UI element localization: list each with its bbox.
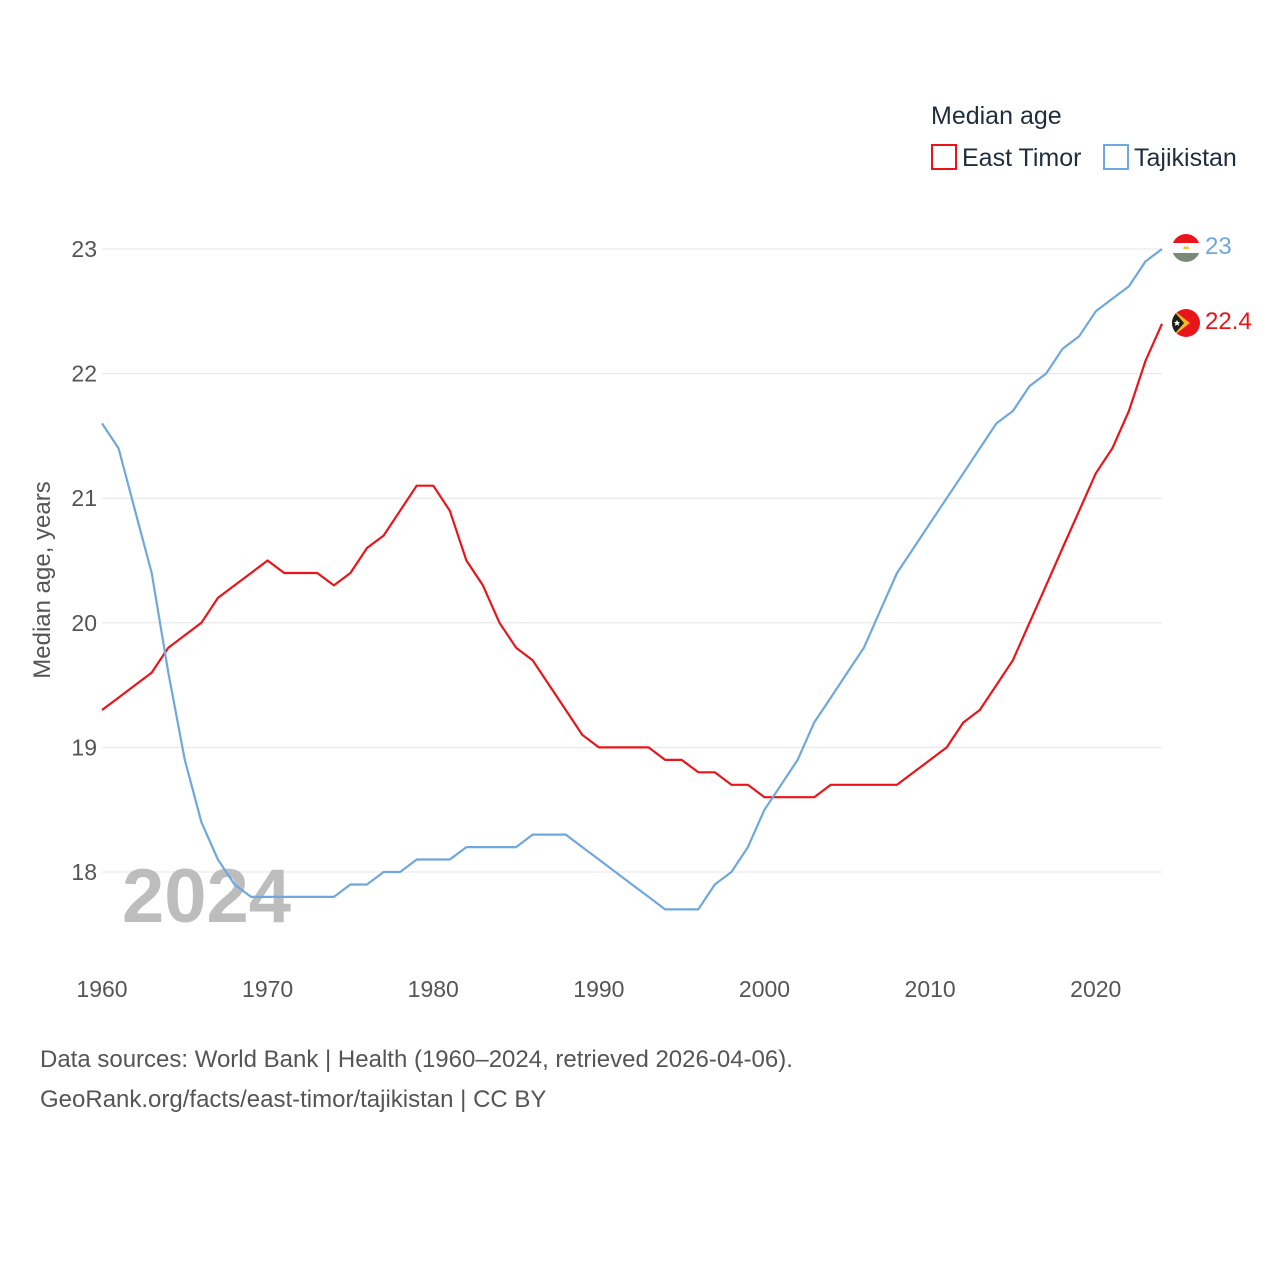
series-line-tajikistan[interactable] (101, 248, 1163, 911)
y-tick-label: 19 (71, 734, 97, 760)
x-tick-label: 1990 (573, 976, 624, 1002)
x-axis-ticks: 1960 1970 1980 1990 2000 2010 2020 (76, 976, 1121, 1002)
y-tick-label: 23 (71, 236, 97, 262)
legend: Median age East Timor Tajikistan (931, 102, 1237, 172)
x-tick-label: 1980 (408, 976, 459, 1002)
legend-label-east-timor: East Timor (962, 144, 1081, 172)
legend-swatch-east-timor (931, 144, 957, 170)
y-tick-label: 21 (71, 485, 97, 511)
x-tick-label: 1970 (242, 976, 293, 1002)
legend-item-tajikistan[interactable]: Tajikistan (1103, 144, 1237, 172)
y-tick-label: 20 (71, 610, 97, 636)
east-timor-flag-icon (1172, 309, 1200, 337)
legend-label-tajikistan: Tajikistan (1134, 144, 1237, 172)
legend-swatch-tajikistan (1103, 144, 1129, 170)
x-tick-label: 2010 (905, 976, 956, 1002)
series-lines (101, 248, 1164, 911)
end-label-tajikistan: 23 (1205, 233, 1232, 260)
tajikistan-flag-icon (1172, 234, 1200, 262)
grid-lines (102, 248, 1162, 873)
x-tick-label: 2020 (1070, 976, 1121, 1002)
x-tick-label: 2000 (739, 976, 790, 1002)
y-tick-label: 22 (71, 361, 97, 387)
end-label-east-timor: 22.4 (1205, 308, 1252, 335)
x-tick-label: 1960 (76, 976, 127, 1002)
footer-source: Data sources: World Bank | Health (1960–… (40, 1046, 793, 1073)
y-tick-label: 18 (71, 859, 97, 885)
y-axis-ticks: 18 19 20 21 22 23 (71, 236, 97, 885)
series-line-east-timor[interactable] (101, 323, 1164, 799)
legend-item-east-timor[interactable]: East Timor (931, 144, 1081, 172)
legend-title: Median age (931, 102, 1062, 130)
y-axis-label: Median age, years (29, 481, 56, 678)
footer-license-link[interactable]: GeoRank.org/facts/east-timor/tajikistan … (40, 1086, 547, 1113)
